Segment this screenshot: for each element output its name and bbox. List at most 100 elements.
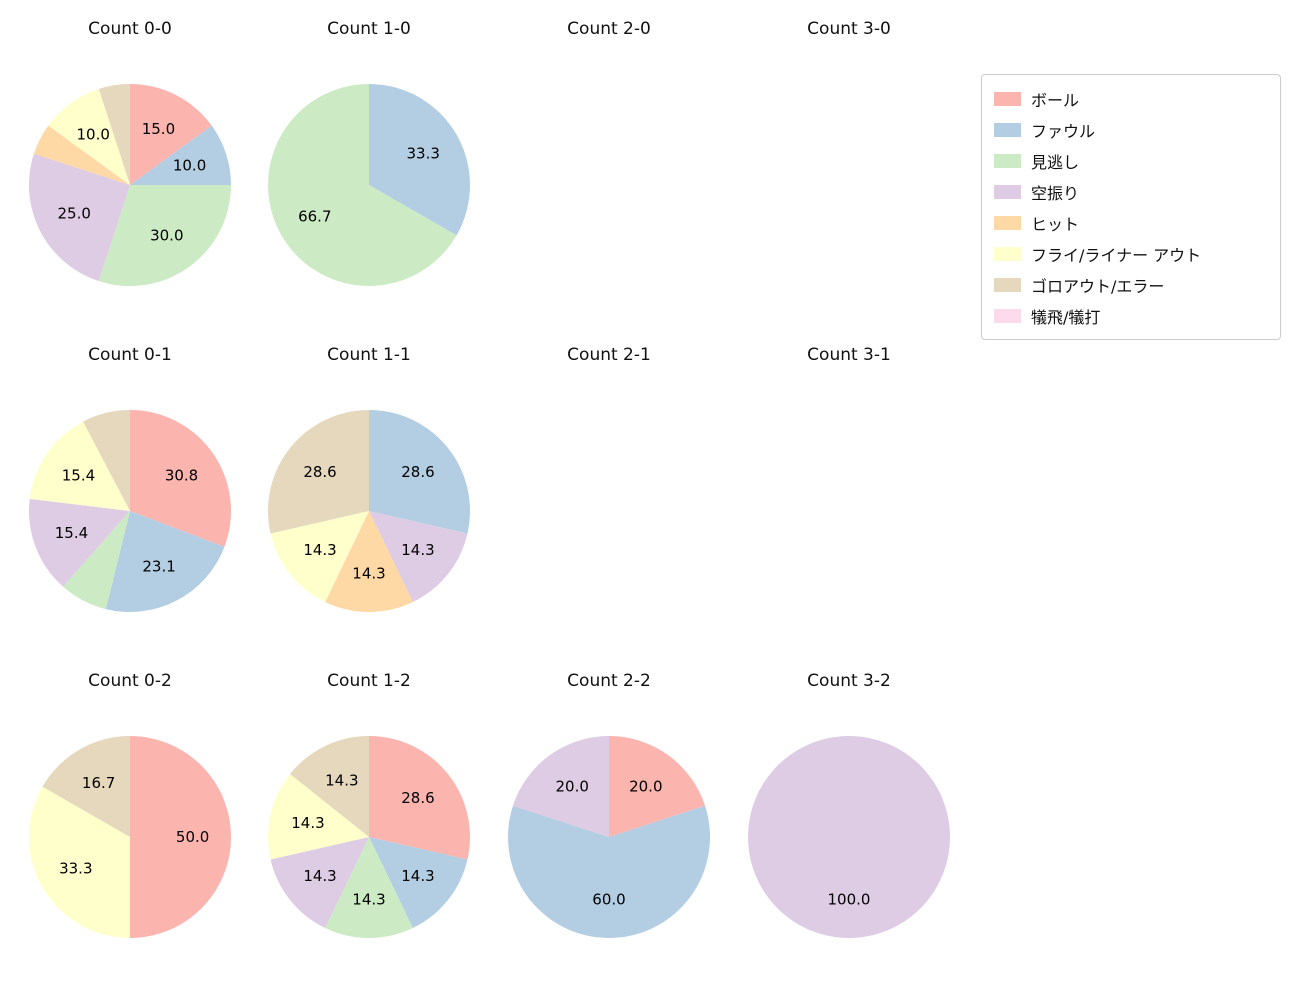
pie-chart-count-2-2: 20.0 60.0 20.0 (507, 736, 710, 938)
pie-slice-label: 28.6 (401, 789, 434, 807)
pie-slice (609, 736, 706, 837)
pie-slice-label: 15.4 (55, 524, 88, 542)
legend-swatch (994, 277, 1021, 292)
pie-slice (83, 410, 130, 511)
pie-slice-label: 14.3 (401, 867, 434, 885)
legend-swatch (994, 91, 1021, 106)
chart-cell-count-0-0: Count 0-0 15.0 10.0 30.0 25.0 10.0 (10, 16, 250, 316)
pie-slice-label: 14.3 (352, 565, 385, 583)
pie-slice (29, 421, 131, 511)
pie-slice-label: 10.0 (76, 125, 109, 143)
pie-chart-count-0-1: 30.8 23.1 15.4 15.4 (29, 410, 232, 613)
pie-slice (130, 736, 231, 938)
chart-cell-count-2-2: Count 2-2 20.0 60.0 20.0 (489, 668, 729, 968)
chart-title: Count 0-1 (88, 345, 172, 365)
pie-slice (369, 837, 468, 928)
chart-title: Count 2-0 (567, 19, 651, 39)
pie-chart-count-3-0 (744, 80, 954, 290)
chart-title: Count 1-1 (327, 345, 411, 365)
pie-chart-count-0-0: 15.0 10.0 30.0 25.0 10.0 (28, 84, 231, 287)
chart-title: Count 2-1 (567, 345, 651, 365)
pie-slice-label: 33.3 (59, 859, 92, 877)
pie-slice (98, 185, 231, 287)
pie-slice-label: 66.7 (298, 207, 331, 225)
chart-cell-count-3-2: Count 3-2 100.0 (729, 668, 969, 968)
pie-slice (130, 410, 232, 547)
legend-item-label: ファウル (1031, 121, 1096, 141)
pie-chart-count-3-1 (744, 406, 954, 616)
legend-item-label: フライ/ライナー アウト (1031, 245, 1202, 265)
chart-title: Count 3-1 (807, 345, 891, 365)
legend-swatch (994, 184, 1021, 199)
pie-slice (105, 511, 225, 613)
pie-slice (748, 736, 950, 938)
pie-slice-label: 33.3 (406, 145, 439, 163)
legend: ボールファウル見逃し空振りヒットフライ/ライナー アウト ゴロアウト/エラー 犠飛/… (981, 74, 1281, 340)
pie-slice (29, 498, 131, 587)
pie-slice (325, 511, 413, 613)
legend-swatch (994, 246, 1021, 261)
pie-slice-label: 20.0 (555, 777, 588, 795)
pie-slice (369, 410, 471, 534)
legend-item: ファウル (994, 114, 1268, 145)
pie-slice (507, 805, 710, 938)
legend-item: 見逃し (994, 145, 1268, 176)
legend-item-label: 空振り (1031, 183, 1080, 203)
chart-title: Count 0-0 (88, 19, 172, 39)
legend-swatch (994, 215, 1021, 230)
pie-slice-label: 100.0 (828, 891, 871, 909)
pie-slice (28, 153, 130, 282)
chart-cell-count-1-1: Count 1-1 28.6 14.3 14.3 14.3 28.6 (249, 342, 489, 642)
pie-slice-label: 25.0 (58, 204, 91, 222)
legend-item: ゴロアウト/エラー (994, 269, 1268, 300)
pie-slice (29, 786, 130, 938)
chart-title: Count 2-2 (567, 671, 651, 691)
pie-slice-label: 20.0 (629, 777, 662, 795)
pie-slice (130, 84, 212, 185)
pie-slice (512, 736, 609, 837)
pie-slice-label: 30.8 (165, 466, 198, 484)
pie-slice (42, 736, 130, 837)
chart-cell-count-2-0: Count 2-0 (489, 16, 729, 316)
legend-item: ボール (994, 83, 1268, 114)
pie-slice (369, 736, 471, 860)
pie-chart-count-2-0 (504, 80, 714, 290)
legend-item: ヒット (994, 207, 1268, 238)
legend-item: 空振り (994, 176, 1268, 207)
pie-slice (270, 837, 369, 928)
pie-slice (267, 84, 457, 286)
pie-slice-label: 28.6 (303, 463, 336, 481)
chart-cell-count-0-1: Count 0-1 30.8 23.1 15.4 15.4 (10, 342, 250, 642)
pie-slice-label: 30.0 (150, 227, 183, 245)
pie-chart-count-0-2: 50.0 33.3 16.7 (29, 736, 231, 938)
pie-slice-label: 23.1 (142, 557, 175, 575)
pie-slice (98, 84, 130, 185)
legend-swatch (994, 122, 1021, 137)
legend-item: フライ/ライナー アウト (994, 238, 1268, 269)
pie-chart-count-3-2: 100.0 (748, 736, 950, 938)
pie-slice-label: 28.6 (401, 463, 434, 481)
pie-slice (130, 125, 231, 185)
pie-slice (48, 88, 130, 185)
legend-item-label: ゴロアウト/エラー (1031, 276, 1165, 296)
pie-slice (270, 511, 369, 602)
pie-slice-label: 15.4 (62, 466, 95, 484)
legend-item-label: 見逃し (1031, 152, 1080, 172)
pie-chart-count-1-2: 28.6 14.3 14.3 14.3 14.3 14.3 (268, 736, 471, 939)
chart-cell-count-1-0: Count 1-0 33.3 66.7 (249, 16, 489, 316)
pie-slice-label: 10.0 (173, 157, 206, 175)
legend-item-label: ボール (1031, 90, 1080, 110)
pie-slice (290, 736, 369, 837)
pie-slice-label: 14.3 (303, 541, 336, 559)
pie-chart-count-2-1 (504, 406, 714, 616)
pie-slice (268, 774, 369, 860)
pie-slice-label: 60.0 (592, 891, 625, 909)
legend-item-label: 犠飛/犠打 (1031, 307, 1101, 327)
chart-title: Count 3-2 (807, 671, 891, 691)
chart-cell-count-1-2: Count 1-2 28.6 14.3 14.3 14.3 14.3 14.3 (249, 668, 489, 968)
chart-title: Count 0-2 (88, 671, 172, 691)
legend-item: 犠飛/犠打 (994, 300, 1268, 331)
legend-swatch (994, 153, 1021, 168)
pie-chart-count-1-0: 33.3 66.7 (267, 84, 470, 286)
